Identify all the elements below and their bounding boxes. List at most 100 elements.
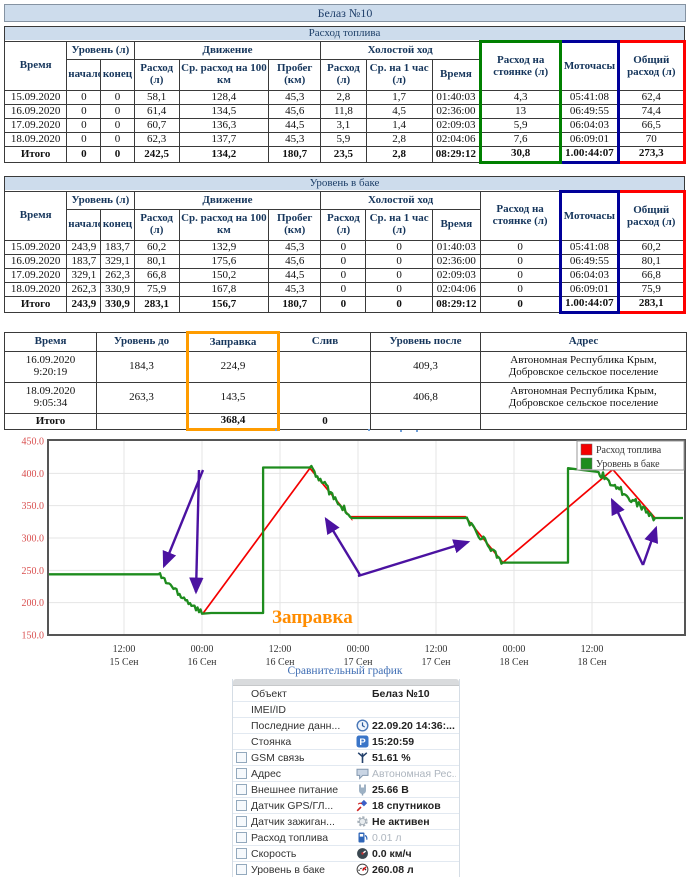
table-row: 16.09.2020 0 0 61,4 134,5 45,6 11,8 4,5 02:36:00… [3, 104, 687, 119]
row-label: Уровень в баке [251, 863, 326, 876]
total-cell: 2,8 [365, 146, 433, 163]
row-label: Внешнее питание [251, 783, 339, 796]
row-value: 260.08 л [372, 863, 414, 876]
cell: 143,5 [186, 382, 280, 414]
panel-header-bar [233, 679, 459, 686]
cell: 0 [100, 132, 135, 147]
row-checkbox[interactable] [236, 784, 247, 795]
total-cell: 0 [320, 296, 367, 313]
cell: 62,4 [616, 90, 687, 105]
fuel-consumption-table: Расход топлива Время Уровень (л) Движение Хо… [3, 26, 687, 164]
fuel-icon [356, 831, 372, 844]
cell: 224,9 [186, 351, 280, 383]
cell: 2,8 [320, 90, 367, 105]
svg-text:00:00: 00:00 [503, 644, 526, 655]
cell: 44,5 [268, 118, 322, 133]
col-header-engine-hours: Моточасы [559, 40, 620, 91]
cell: 75,9 [616, 282, 687, 297]
parking-icon: P [356, 735, 372, 748]
cell: 05:41:08 [559, 90, 620, 105]
col-header-engine-hours: Моточасы [559, 190, 620, 241]
row-label: Последние данн... [251, 719, 341, 732]
total-cell: 1.00:44:07 [559, 146, 620, 164]
table-row: 18.09.2020 0 0 62,3 137,7 45,3 5,9 2,8 02:04:06 7… [3, 132, 687, 147]
total-cell: 134,2 [178, 146, 270, 163]
row-checkbox[interactable] [236, 800, 247, 811]
row-checkbox[interactable] [236, 752, 247, 763]
svg-text:00:00: 00:00 [191, 644, 214, 655]
cell: 15.09.2020 [3, 240, 68, 255]
cell: 02:36:00 [431, 104, 482, 119]
cell: 184,3 [96, 351, 188, 383]
panel-row: Последние данн... 22.09.20 14:36:... [233, 718, 459, 734]
cell: 243,9 [66, 240, 102, 255]
cell: 60,2 [616, 240, 687, 255]
total-row: Итого 243,9 330,9 283,1 156,7 180,7 0 0 08:29:12… [3, 296, 687, 314]
cell: 167,8 [178, 282, 270, 297]
cell: 60,7 [133, 118, 180, 133]
cell: 128,4 [178, 90, 270, 105]
cell: 02:04:06 [431, 282, 481, 297]
total-cell: 08:29:12 [431, 146, 482, 163]
row-label: Объект [251, 687, 287, 700]
total-cell: Итого [3, 146, 68, 163]
cell: 06:04:03 [559, 118, 620, 133]
cell: 17.09.2020 [3, 118, 68, 133]
cell: 01:40:03 [431, 240, 481, 255]
svg-text:17 Сен: 17 Сен [421, 657, 451, 668]
row-checkbox[interactable] [236, 848, 247, 859]
gsm-signal-icon [356, 751, 372, 764]
cell: 17.09.2020 [3, 268, 68, 283]
cell: 06:04:03 [559, 268, 620, 283]
cell: 263,3 [96, 382, 188, 414]
table-row: 17.09.2020 329,1 262,3 66,8 150,2 44,5 0 0 02:09… [3, 268, 687, 283]
total-cell: 330,9 [100, 296, 135, 313]
cell: 45,3 [268, 282, 322, 297]
panel-rows: Объект Белаз №10 IMEI/ID Последние данн... 2… [233, 686, 459, 877]
total-row: Итого 0 0 242,5 134,2 180,7 23,5 2,8 08:29:12 30,… [3, 146, 687, 164]
comparative-chart-link[interactable]: Сравнительный график [287, 665, 403, 677]
cell: 70 [616, 132, 687, 147]
total-cell: 156,7 [178, 296, 270, 313]
row-label: Стоянка [251, 735, 292, 748]
cell: 3,1 [320, 118, 367, 133]
col-group-idle: Холостой ход [320, 191, 481, 210]
cell: 262,3 [100, 268, 135, 283]
col-subheader: начало [66, 59, 102, 91]
panel-row: Датчик GPS/ГЛ... 18 спутников [233, 798, 459, 814]
cell: 7,6 [478, 132, 563, 147]
section-title: Расход топлива [4, 26, 685, 42]
cell: 80,1 [616, 254, 687, 269]
col-subheader: Пробег (км) [268, 209, 322, 241]
cell: Автономная Республика Крым, Добровское с… [480, 382, 687, 414]
cell: 0 [320, 240, 367, 255]
svg-text:150.0: 150.0 [22, 631, 45, 642]
col-subheader: конец [100, 59, 135, 91]
row-label: Расход топлива [251, 831, 329, 844]
cell: 183,7 [66, 254, 102, 269]
row-checkbox[interactable] [236, 864, 247, 875]
col-subheader: Ср. расход на 100 км [178, 209, 270, 241]
row-checkbox[interactable] [236, 832, 247, 843]
row-value: 0.0 км/ч [372, 847, 412, 860]
section-title: Уровень в баке [4, 176, 685, 192]
cell: 0 [100, 104, 135, 119]
ignition-icon [356, 815, 372, 828]
row-label: Скорость [251, 847, 297, 860]
cell: 45,6 [268, 104, 322, 119]
total-cell: 23,5 [320, 146, 367, 163]
cell: 1,7 [365, 90, 433, 105]
cell: 0 [100, 118, 135, 133]
cell: 1,4 [365, 118, 433, 133]
fuel-level-chart: 450.0 400.0 350.0 300.0 250.0 200.0 150.0 12:00… [22, 429, 686, 668]
cell: 01:40:03 [431, 90, 482, 105]
cell: 0 [365, 254, 433, 269]
row-checkbox[interactable] [236, 816, 247, 827]
col-header-parking: Расход на стоянке (л) [479, 191, 562, 241]
cell: 18.09.2020 9:05:34 [4, 382, 97, 414]
row-checkbox[interactable] [236, 768, 247, 779]
total-cell: 368,4 [186, 413, 280, 431]
svg-text:350.0: 350.0 [22, 501, 45, 512]
gps-icon [356, 799, 372, 812]
panel-row: Датчик зажиган... Не активен [233, 814, 459, 830]
